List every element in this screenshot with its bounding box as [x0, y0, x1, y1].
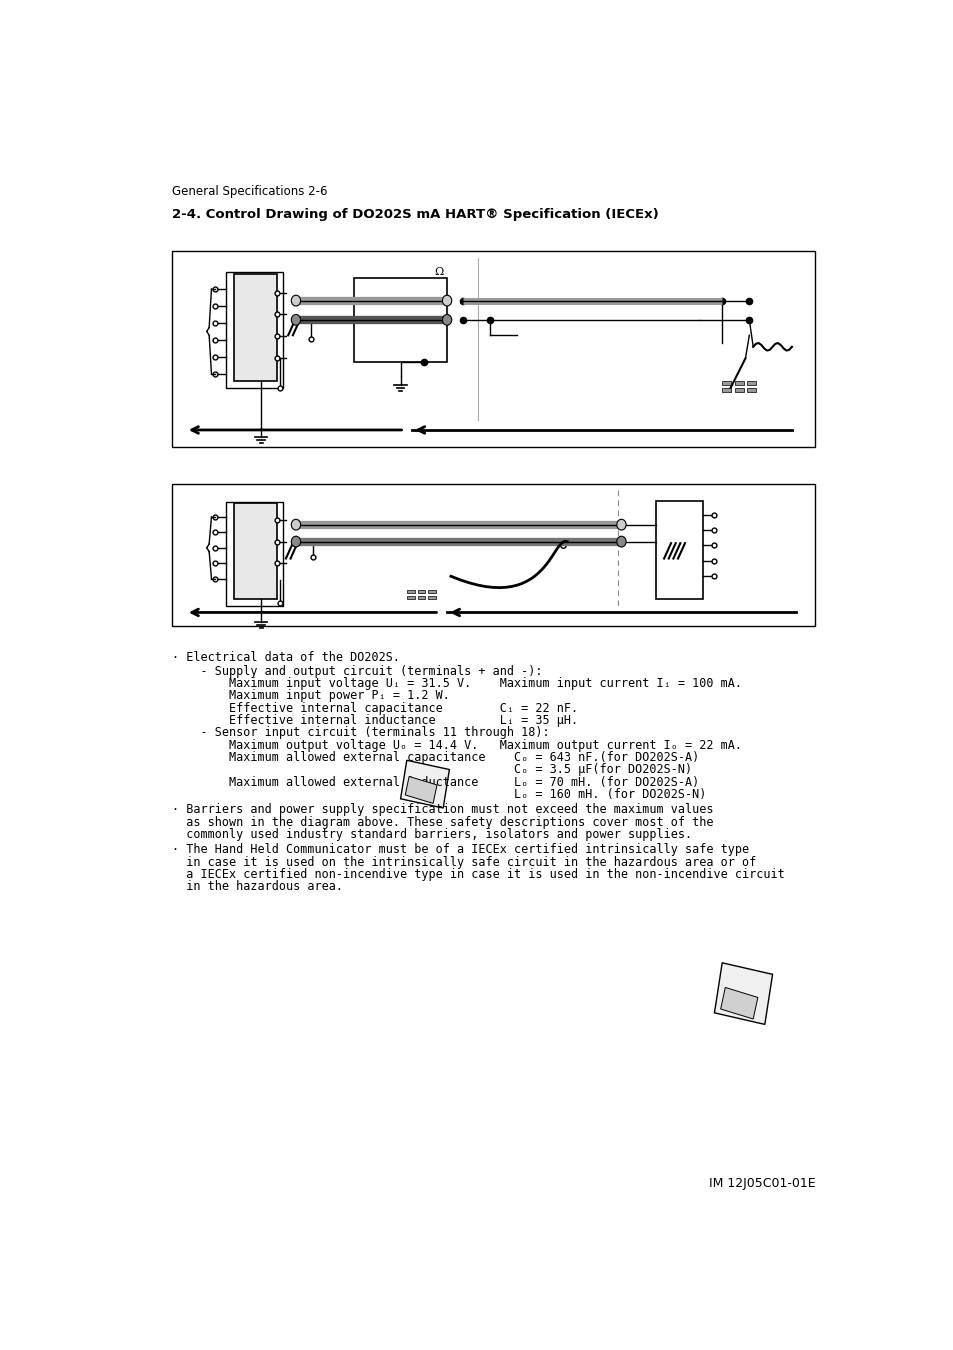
Text: Maximum allowed external inductance     Lₒ = 70 mH. (for DO202S-A): Maximum allowed external inductance Lₒ =… — [172, 776, 699, 788]
Text: commonly used industry standard barriers, isolators and power supplies.: commonly used industry standard barriers… — [172, 828, 691, 841]
Text: - Sensor input circuit (terminals 11 through 18):: - Sensor input circuit (terminals 11 thr… — [172, 726, 549, 740]
Bar — [233, 274, 276, 382]
Bar — [746, 389, 756, 393]
Ellipse shape — [291, 536, 300, 547]
Bar — [172, 483, 815, 626]
Text: in case it is used on the intrinsically safe circuit in the hazardous area or of: in case it is used on the intrinsically … — [172, 856, 756, 869]
Text: · Barriers and power supply specification must not exceed the maximum values: · Barriers and power supply specificatio… — [172, 803, 713, 817]
Ellipse shape — [442, 315, 452, 325]
Polygon shape — [405, 776, 436, 803]
Text: - Supply and output circuit (terminals + and -):: - Supply and output circuit (terminals +… — [172, 664, 542, 678]
Text: Maximum input power Pᵢ = 1.2 W.: Maximum input power Pᵢ = 1.2 W. — [172, 690, 450, 702]
Polygon shape — [720, 987, 757, 1019]
Text: a IECEx certified non-incendive type in case it is used in the non-incendive cir: a IECEx certified non-incendive type in … — [172, 868, 784, 882]
Bar — [721, 381, 731, 385]
Text: Lₒ = 160 mH. (for DO202S-N): Lₒ = 160 mH. (for DO202S-N) — [172, 788, 705, 801]
Text: in the hazardous area.: in the hazardous area. — [172, 880, 342, 894]
Text: Maximum allowed external capacitance    Cₒ = 643 nF.(for DO202S-A): Maximum allowed external capacitance Cₒ … — [172, 751, 699, 764]
Bar — [417, 597, 425, 599]
Bar — [734, 381, 743, 385]
Text: · The Hand Held Communicator must be of a IECEx certified intrinsically safe typ: · The Hand Held Communicator must be of … — [172, 844, 748, 856]
Bar — [734, 389, 743, 393]
Bar — [233, 504, 276, 599]
Text: Cₒ = 3.5 μF(for DO202S-N): Cₒ = 3.5 μF(for DO202S-N) — [172, 763, 691, 776]
Bar — [354, 278, 447, 362]
Text: General Specifications 2-6: General Specifications 2-6 — [172, 185, 327, 198]
Ellipse shape — [291, 296, 300, 306]
Bar — [428, 597, 436, 599]
Ellipse shape — [617, 536, 625, 547]
Ellipse shape — [291, 520, 300, 531]
Polygon shape — [714, 963, 772, 1025]
Text: · Electrical data of the DO202S.: · Electrical data of the DO202S. — [172, 651, 399, 664]
Ellipse shape — [617, 520, 625, 531]
Ellipse shape — [442, 296, 452, 306]
Bar — [656, 501, 702, 599]
Text: as shown in the diagram above. These safety descriptions cover most of the: as shown in the diagram above. These saf… — [172, 815, 713, 829]
Bar — [406, 597, 415, 599]
Bar — [226, 273, 282, 387]
Text: 2-4. Control Drawing of DO202S mA HART® Specification (IECEx): 2-4. Control Drawing of DO202S mA HART® … — [172, 208, 658, 221]
Text: Maximum input voltage Uᵢ = 31.5 V.    Maximum input current Iᵢ = 100 mA.: Maximum input voltage Uᵢ = 31.5 V. Maxim… — [172, 678, 741, 690]
Text: Maximum output voltage Uₒ = 14.4 V.   Maximum output current Iₒ = 22 mA.: Maximum output voltage Uₒ = 14.4 V. Maxi… — [172, 738, 741, 752]
Bar — [172, 251, 815, 447]
Text: Ω: Ω — [435, 267, 443, 278]
Bar — [417, 590, 425, 593]
Bar — [226, 502, 282, 606]
Text: Effective internal inductance         Lᵢ = 35 μH.: Effective internal inductance Lᵢ = 35 μH… — [172, 714, 578, 728]
Text: Effective internal capacitance        Cᵢ = 22 nF.: Effective internal capacitance Cᵢ = 22 n… — [172, 702, 578, 714]
Ellipse shape — [291, 315, 300, 325]
Polygon shape — [400, 760, 449, 809]
Bar — [406, 590, 415, 593]
Bar — [746, 381, 756, 385]
Text: IM 12J05C01-01E: IM 12J05C01-01E — [709, 1177, 815, 1189]
Bar — [721, 389, 731, 393]
Bar — [428, 590, 436, 593]
